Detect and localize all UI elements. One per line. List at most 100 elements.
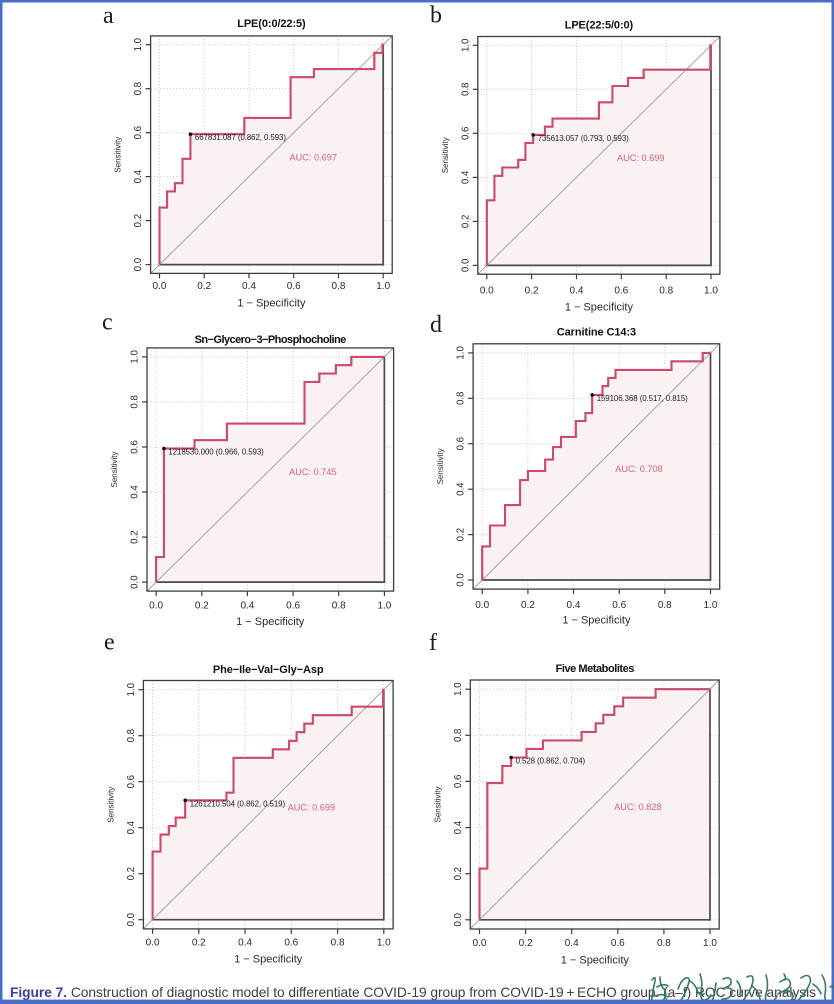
svg-text:735613.057 (0.793, 0.593): 735613.057 (0.793, 0.593): [538, 134, 629, 143]
svg-text:Carnitine C14:3: Carnitine C14:3: [557, 327, 636, 339]
svg-text:159106.368 (0.517, 0.815): 159106.368 (0.517, 0.815): [597, 394, 688, 403]
svg-text:0.6: 0.6: [612, 600, 626, 611]
svg-text:0.4: 0.4: [126, 820, 137, 834]
svg-text:0.2: 0.2: [197, 281, 211, 292]
svg-text:1 − Specificity: 1 − Specificity: [561, 955, 630, 967]
svg-text:0.6: 0.6: [611, 938, 625, 949]
svg-text:a: a: [103, 3, 114, 29]
svg-text:1.0: 1.0: [377, 601, 391, 612]
svg-text:1.0: 1.0: [376, 281, 390, 292]
svg-text:LPE(22:5/0:0): LPE(22:5/0:0): [565, 20, 634, 32]
svg-text:0.2: 0.2: [453, 867, 464, 880]
svg-text:0.6: 0.6: [614, 286, 628, 297]
svg-text:0.4: 0.4: [130, 485, 141, 499]
svg-text:LPE(0:0/22:5): LPE(0:0/22:5): [237, 18, 306, 30]
svg-text:d: d: [430, 312, 442, 338]
svg-text:1 − Specificity: 1 − Specificity: [565, 302, 634, 314]
svg-text:0.0: 0.0: [453, 912, 464, 926]
svg-text:0.0: 0.0: [133, 257, 144, 271]
svg-text:0.0: 0.0: [130, 575, 141, 589]
svg-text:0.6: 0.6: [133, 126, 144, 139]
svg-text:0.4: 0.4: [453, 820, 464, 834]
svg-text:0.2: 0.2: [130, 530, 141, 543]
svg-text:0.2: 0.2: [133, 214, 144, 227]
svg-text:AUC: 0.699: AUC: 0.699: [288, 802, 336, 812]
svg-text:AUC: 0.828: AUC: 0.828: [614, 802, 662, 812]
svg-text:0.4: 0.4: [240, 601, 254, 612]
svg-text:0.8: 0.8: [657, 938, 671, 949]
svg-text:0.8: 0.8: [456, 392, 467, 405]
svg-text:0.2: 0.2: [519, 938, 533, 949]
svg-text:1.0: 1.0: [453, 682, 464, 696]
svg-text:b: b: [430, 3, 442, 29]
svg-text:AUC: 0.699: AUC: 0.699: [617, 153, 665, 163]
svg-text:0.8: 0.8: [460, 83, 471, 96]
svg-text:c: c: [102, 310, 113, 336]
svg-text:0.6: 0.6: [287, 281, 301, 292]
svg-text:0.0: 0.0: [480, 286, 494, 297]
svg-text:0.8: 0.8: [133, 82, 144, 95]
svg-text:0.0: 0.0: [153, 281, 167, 292]
svg-text:0.6: 0.6: [284, 938, 298, 949]
svg-text:Sensitivity: Sensitivity: [110, 451, 119, 487]
svg-text:0.6: 0.6: [286, 601, 300, 612]
svg-text:Sensitivity: Sensitivity: [433, 786, 442, 822]
svg-text:Sensitivity: Sensitivity: [106, 787, 115, 823]
svg-text:0.4: 0.4: [242, 281, 256, 292]
svg-text:0.8: 0.8: [332, 601, 346, 612]
svg-text:0.2: 0.2: [521, 600, 535, 611]
svg-text:1.0: 1.0: [460, 38, 471, 52]
svg-text:0.2: 0.2: [460, 215, 471, 228]
svg-text:e: e: [104, 630, 115, 656]
svg-text:0.6: 0.6: [453, 775, 464, 788]
svg-text:0.4: 0.4: [567, 600, 581, 611]
svg-text:1.0: 1.0: [377, 938, 391, 949]
svg-text:1 − Specificity: 1 − Specificity: [237, 298, 306, 310]
svg-text:0.4: 0.4: [570, 286, 584, 297]
svg-text:0.4: 0.4: [238, 938, 252, 949]
svg-text:1.0: 1.0: [704, 600, 718, 611]
svg-text:0.8: 0.8: [126, 729, 137, 742]
svg-text:0.0: 0.0: [460, 258, 471, 272]
svg-text:0.4: 0.4: [133, 169, 144, 183]
svg-text:AUC: 0.745: AUC: 0.745: [289, 467, 337, 477]
svg-text:0.0: 0.0: [149, 601, 163, 612]
svg-text:1.0: 1.0: [703, 938, 717, 949]
svg-text:0.0: 0.0: [475, 600, 489, 611]
svg-text:1.0: 1.0: [126, 682, 137, 696]
svg-text:0.4: 0.4: [565, 938, 579, 949]
svg-text:0.2: 0.2: [192, 938, 206, 949]
svg-text:1261210.504 (0.862, 0.519): 1261210.504 (0.862, 0.519): [190, 799, 286, 808]
svg-text:f: f: [429, 630, 437, 656]
svg-text:1.0: 1.0: [133, 37, 144, 51]
svg-text:Sn−Glycero−3−Phosphocholine: Sn−Glycero−3−Phosphocholine: [195, 334, 347, 346]
svg-text:Sensitivity: Sensitivity: [436, 448, 445, 484]
svg-text:0.6: 0.6: [456, 437, 467, 450]
svg-text:667831.087 (0.862, 0.593): 667831.087 (0.862, 0.593): [195, 133, 286, 142]
svg-text:0.0: 0.0: [456, 573, 467, 587]
svg-text:1 − Specificity: 1 − Specificity: [562, 615, 631, 627]
svg-text:Five Metabolites: Five Metabolites: [556, 663, 635, 675]
svg-text:0.0: 0.0: [146, 938, 160, 949]
svg-text:0.528 (0.862, 0.704): 0.528 (0.862, 0.704): [516, 757, 586, 766]
svg-text:0.8: 0.8: [331, 938, 345, 949]
svg-text:0.0: 0.0: [473, 938, 487, 949]
svg-text:0.8: 0.8: [453, 729, 464, 742]
svg-text:0.8: 0.8: [658, 600, 672, 611]
svg-text:1 − Specificity: 1 − Specificity: [234, 954, 303, 966]
svg-text:1 − Specificity: 1 − Specificity: [236, 616, 305, 628]
svg-text:0.2: 0.2: [456, 528, 467, 541]
svg-text:0.2: 0.2: [525, 286, 539, 297]
svg-text:0.2: 0.2: [195, 601, 209, 612]
svg-text:0.6: 0.6: [126, 775, 137, 788]
svg-text:1.0: 1.0: [704, 286, 718, 297]
svg-text:Figure 7. Construction of diag: Figure 7. Construction of diagnostic mod…: [10, 985, 816, 1000]
svg-text:0.2: 0.2: [126, 867, 137, 880]
svg-text:0.8: 0.8: [659, 286, 673, 297]
svg-text:0.0: 0.0: [126, 912, 137, 926]
svg-text:0.4: 0.4: [456, 482, 467, 496]
svg-text:0.8: 0.8: [130, 395, 141, 408]
svg-text:Sensitivity: Sensitivity: [114, 137, 123, 173]
svg-text:AUC: 0.697: AUC: 0.697: [289, 152, 337, 162]
svg-text:1.0: 1.0: [130, 350, 141, 364]
